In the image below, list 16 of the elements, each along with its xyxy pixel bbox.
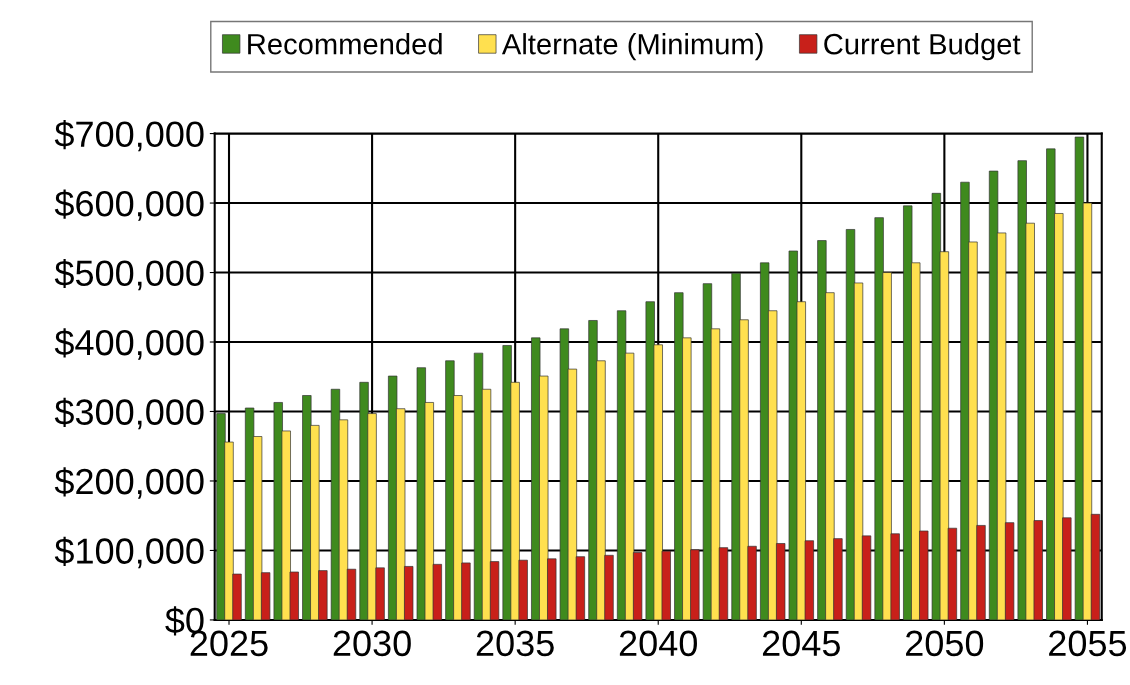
legend-label: Alternate (Minimum) <box>501 33 763 61</box>
x-tick-label: 2050 <box>906 630 984 657</box>
y-tick-label: $100,000 <box>54 536 204 569</box>
y-tick-label: $700,000 <box>54 119 204 152</box>
y-tick-label: $400,000 <box>54 328 204 360</box>
legend-label: Current Budget <box>824 33 1021 61</box>
y-tick-label: $500,000 <box>54 258 204 291</box>
x-tick-label: 2045 <box>762 630 840 657</box>
x-tick-label: 2035 <box>476 630 554 657</box>
y-tick-label: $200,000 <box>54 467 204 499</box>
legend-label: Recommended <box>248 33 442 55</box>
x-tick-label: 2030 <box>333 630 411 657</box>
y-tick-label: $300,000 <box>54 397 204 430</box>
y-tick-label: $600,000 <box>54 189 204 221</box>
x-tick-label: 2055 <box>1049 630 1127 657</box>
x-tick-label: 2040 <box>619 630 697 657</box>
